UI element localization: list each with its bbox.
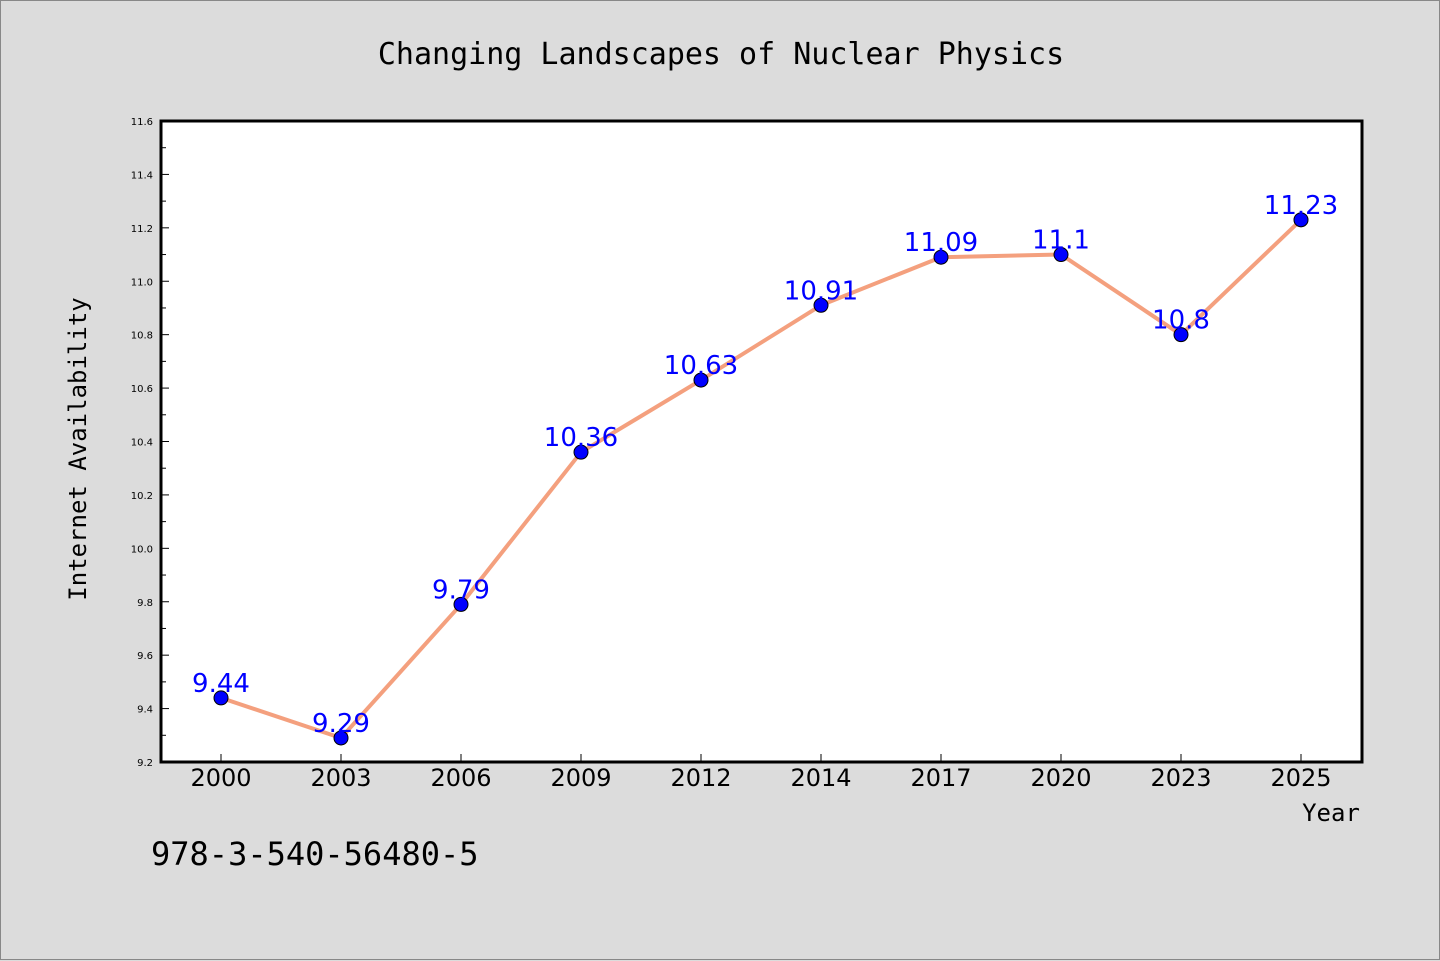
- y-tick-label: 9.6: [137, 651, 153, 662]
- data-label: 10.91: [784, 276, 858, 306]
- data-point: [453, 596, 469, 612]
- y-tick-label: 9.2: [137, 758, 153, 769]
- x-tick-label: 2020: [1030, 764, 1091, 792]
- data-point: [1173, 327, 1189, 343]
- x-tick-label: 2006: [430, 764, 491, 792]
- data-point: [573, 444, 589, 460]
- x-axis: 2000 2003 2006 2009 2012 2014 2017 2020 2023 2025: [190, 754, 1332, 792]
- data-label: 10.36: [544, 423, 618, 453]
- series-line: [220, 218, 1303, 740]
- footer-code: 978-3-540-56480-5: [151, 835, 479, 873]
- y-tick-label: 11.4: [131, 170, 153, 181]
- y-tick-label: 9.4: [137, 705, 153, 716]
- data-label: 11.23: [1264, 191, 1338, 221]
- data-point: [1293, 212, 1309, 228]
- data-label: 11.1: [1032, 226, 1090, 256]
- data-point: [333, 730, 349, 746]
- data-label: 9.44: [192, 669, 250, 699]
- y-tick-label: 9.8: [137, 598, 153, 609]
- x-tick-label: 2000: [190, 764, 251, 792]
- chart-title: Changing Landscapes of Nuclear Physics: [378, 37, 1064, 72]
- data-label: 9.79: [432, 575, 490, 605]
- data-point: [933, 249, 949, 265]
- data-point: [213, 690, 229, 706]
- data-point: [1053, 247, 1069, 263]
- x-tick-label: 2003: [310, 764, 371, 792]
- data-point: [813, 297, 829, 313]
- x-tick-label: 2017: [910, 764, 971, 792]
- y-tick-label: 11.2: [131, 224, 153, 235]
- x-tick-label: 2023: [1150, 764, 1211, 792]
- series-group: 9.44 9.29 9.79 10.36 10.63 10.91 11.09 11.1 10.8…: [192, 191, 1338, 746]
- y-tick-label: 10.4: [131, 438, 153, 449]
- y-tick-label: 10.2: [131, 491, 153, 502]
- x-tick-label: 2012: [670, 764, 731, 792]
- y-axis: 9.2 9.4 9.6 9.8 10.0 10.2 10.4 10.6 10.8 11.0 11.2…: [131, 117, 169, 769]
- y-tick-label: 10.0: [131, 544, 153, 555]
- data-point: [693, 372, 709, 388]
- x-tick-label: 2014: [790, 764, 851, 792]
- x-tick-label: 2025: [1270, 764, 1331, 792]
- y-tick-label: 10.6: [131, 384, 153, 395]
- x-tick-label: 2009: [550, 764, 611, 792]
- x-axis-label: Year: [1302, 799, 1360, 827]
- y-tick-label: 11.6: [131, 117, 153, 128]
- data-label: 10.63: [664, 351, 738, 381]
- data-label: 11.09: [904, 228, 978, 258]
- y-tick-label: 10.8: [131, 331, 153, 342]
- plot-area: [159, 119, 1364, 764]
- data-label: 10.8: [1152, 306, 1210, 336]
- y-tick-label: 11.0: [131, 277, 153, 288]
- data-label: 9.29: [312, 709, 370, 739]
- y-axis-label: Internet Availability: [64, 297, 92, 600]
